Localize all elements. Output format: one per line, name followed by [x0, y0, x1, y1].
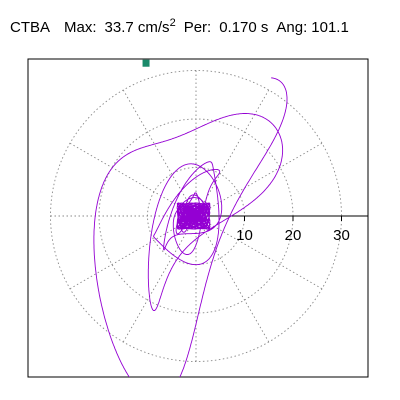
peak-marker	[142, 59, 150, 67]
station-name: CTBA	[10, 19, 51, 36]
grid-spoke	[195, 215, 323, 290]
max-value: 33.7 cm/s	[104, 19, 170, 36]
grid-spoke	[195, 89, 270, 217]
period-label: Per:	[183, 19, 212, 36]
trace-core	[176, 202, 211, 230]
polar-axes	[196, 215, 368, 221]
period-value: 0.170 s	[219, 19, 269, 36]
grid-spoke	[195, 142, 323, 217]
radial-tick-labels: 10 20 30	[236, 227, 350, 244]
angle-label: Ang:	[276, 19, 308, 36]
motion-trace	[93, 77, 288, 377]
radial-tick-label: 10	[236, 227, 253, 244]
grid-spoke	[122, 215, 197, 343]
plot-header: CTBA Max: 33.7 cm/s2 Per: 0.170 s Ang: 101.1	[10, 17, 349, 37]
radial-tick-label: 20	[285, 227, 302, 244]
angle-value: 101.1	[311, 19, 349, 36]
max-label: Max:	[64, 19, 97, 36]
peak-marker-layer	[142, 59, 150, 67]
max-unit-exponent: 2	[169, 17, 176, 29]
radial-tick-label: 30	[333, 227, 350, 244]
grid-spoke	[122, 89, 197, 217]
grid-spoke	[69, 215, 197, 290]
grid-spoke	[195, 215, 270, 343]
